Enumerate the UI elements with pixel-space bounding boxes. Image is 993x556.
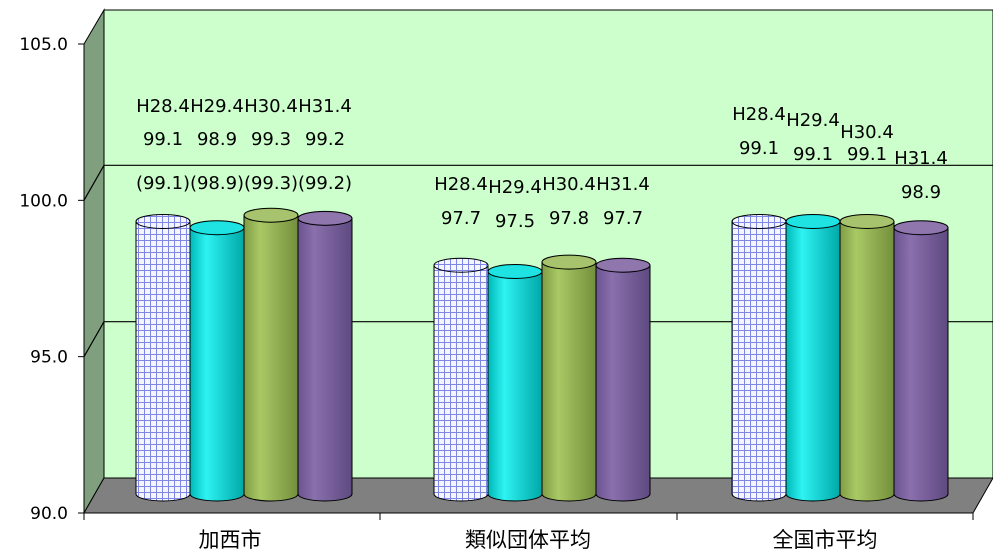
bar (189, 220, 245, 502)
data-label: 99.2 (305, 129, 345, 150)
data-label: 97.8 (549, 208, 589, 229)
extra-label: (99.1) (136, 173, 190, 194)
extra-label: (98.9) (190, 173, 244, 194)
series-label: H31.4 (894, 148, 948, 169)
y-tick-label: 90.0 (30, 504, 68, 524)
extra-label: (99.3) (244, 173, 298, 194)
y-tick-label: 105.0 (19, 35, 68, 55)
data-label: 98.9 (901, 182, 941, 203)
series-label: H28.4 (732, 104, 786, 125)
bar (785, 213, 841, 502)
y-tick-label: 100.0 (19, 191, 68, 211)
side-wall (83, 8, 105, 515)
category-label: 類似団体平均 (465, 528, 591, 552)
data-label: 97.7 (603, 208, 643, 229)
category-label: 加西市 (199, 528, 262, 552)
series-label: H29.4 (488, 177, 542, 198)
series-label: H28.4 (434, 174, 488, 195)
data-label: 97.5 (495, 211, 535, 232)
series-label: H31.4 (596, 174, 650, 195)
data-label: 99.1 (793, 144, 833, 165)
bar (595, 257, 651, 502)
category-label: 全国市平均 (773, 528, 878, 552)
side-gridline (83, 165, 105, 201)
data-label: 97.7 (441, 208, 481, 229)
series-label: H29.4 (190, 96, 244, 117)
data-label: 99.3 (251, 129, 291, 150)
bar (135, 213, 191, 502)
bar (839, 213, 895, 502)
bar (893, 220, 949, 502)
data-label: 99.1 (739, 138, 779, 159)
bar (243, 207, 299, 502)
extra-label: (99.2) (298, 173, 352, 194)
data-label: 98.9 (197, 129, 237, 150)
series-label: H30.4 (542, 174, 596, 195)
side-gridline (83, 321, 105, 357)
data-label: 99.1 (143, 129, 183, 150)
data-label: 99.1 (847, 144, 887, 165)
y-tick-label: 95.0 (30, 348, 68, 368)
bar (731, 213, 787, 502)
series-label: H30.4 (244, 96, 298, 117)
series-label: H29.4 (786, 110, 840, 131)
bar (433, 257, 489, 502)
bar (487, 264, 543, 502)
series-label: H28.4 (136, 96, 190, 117)
bar (297, 210, 353, 502)
series-label: H30.4 (840, 122, 894, 143)
bar (541, 254, 597, 502)
series-label: H31.4 (298, 96, 352, 117)
